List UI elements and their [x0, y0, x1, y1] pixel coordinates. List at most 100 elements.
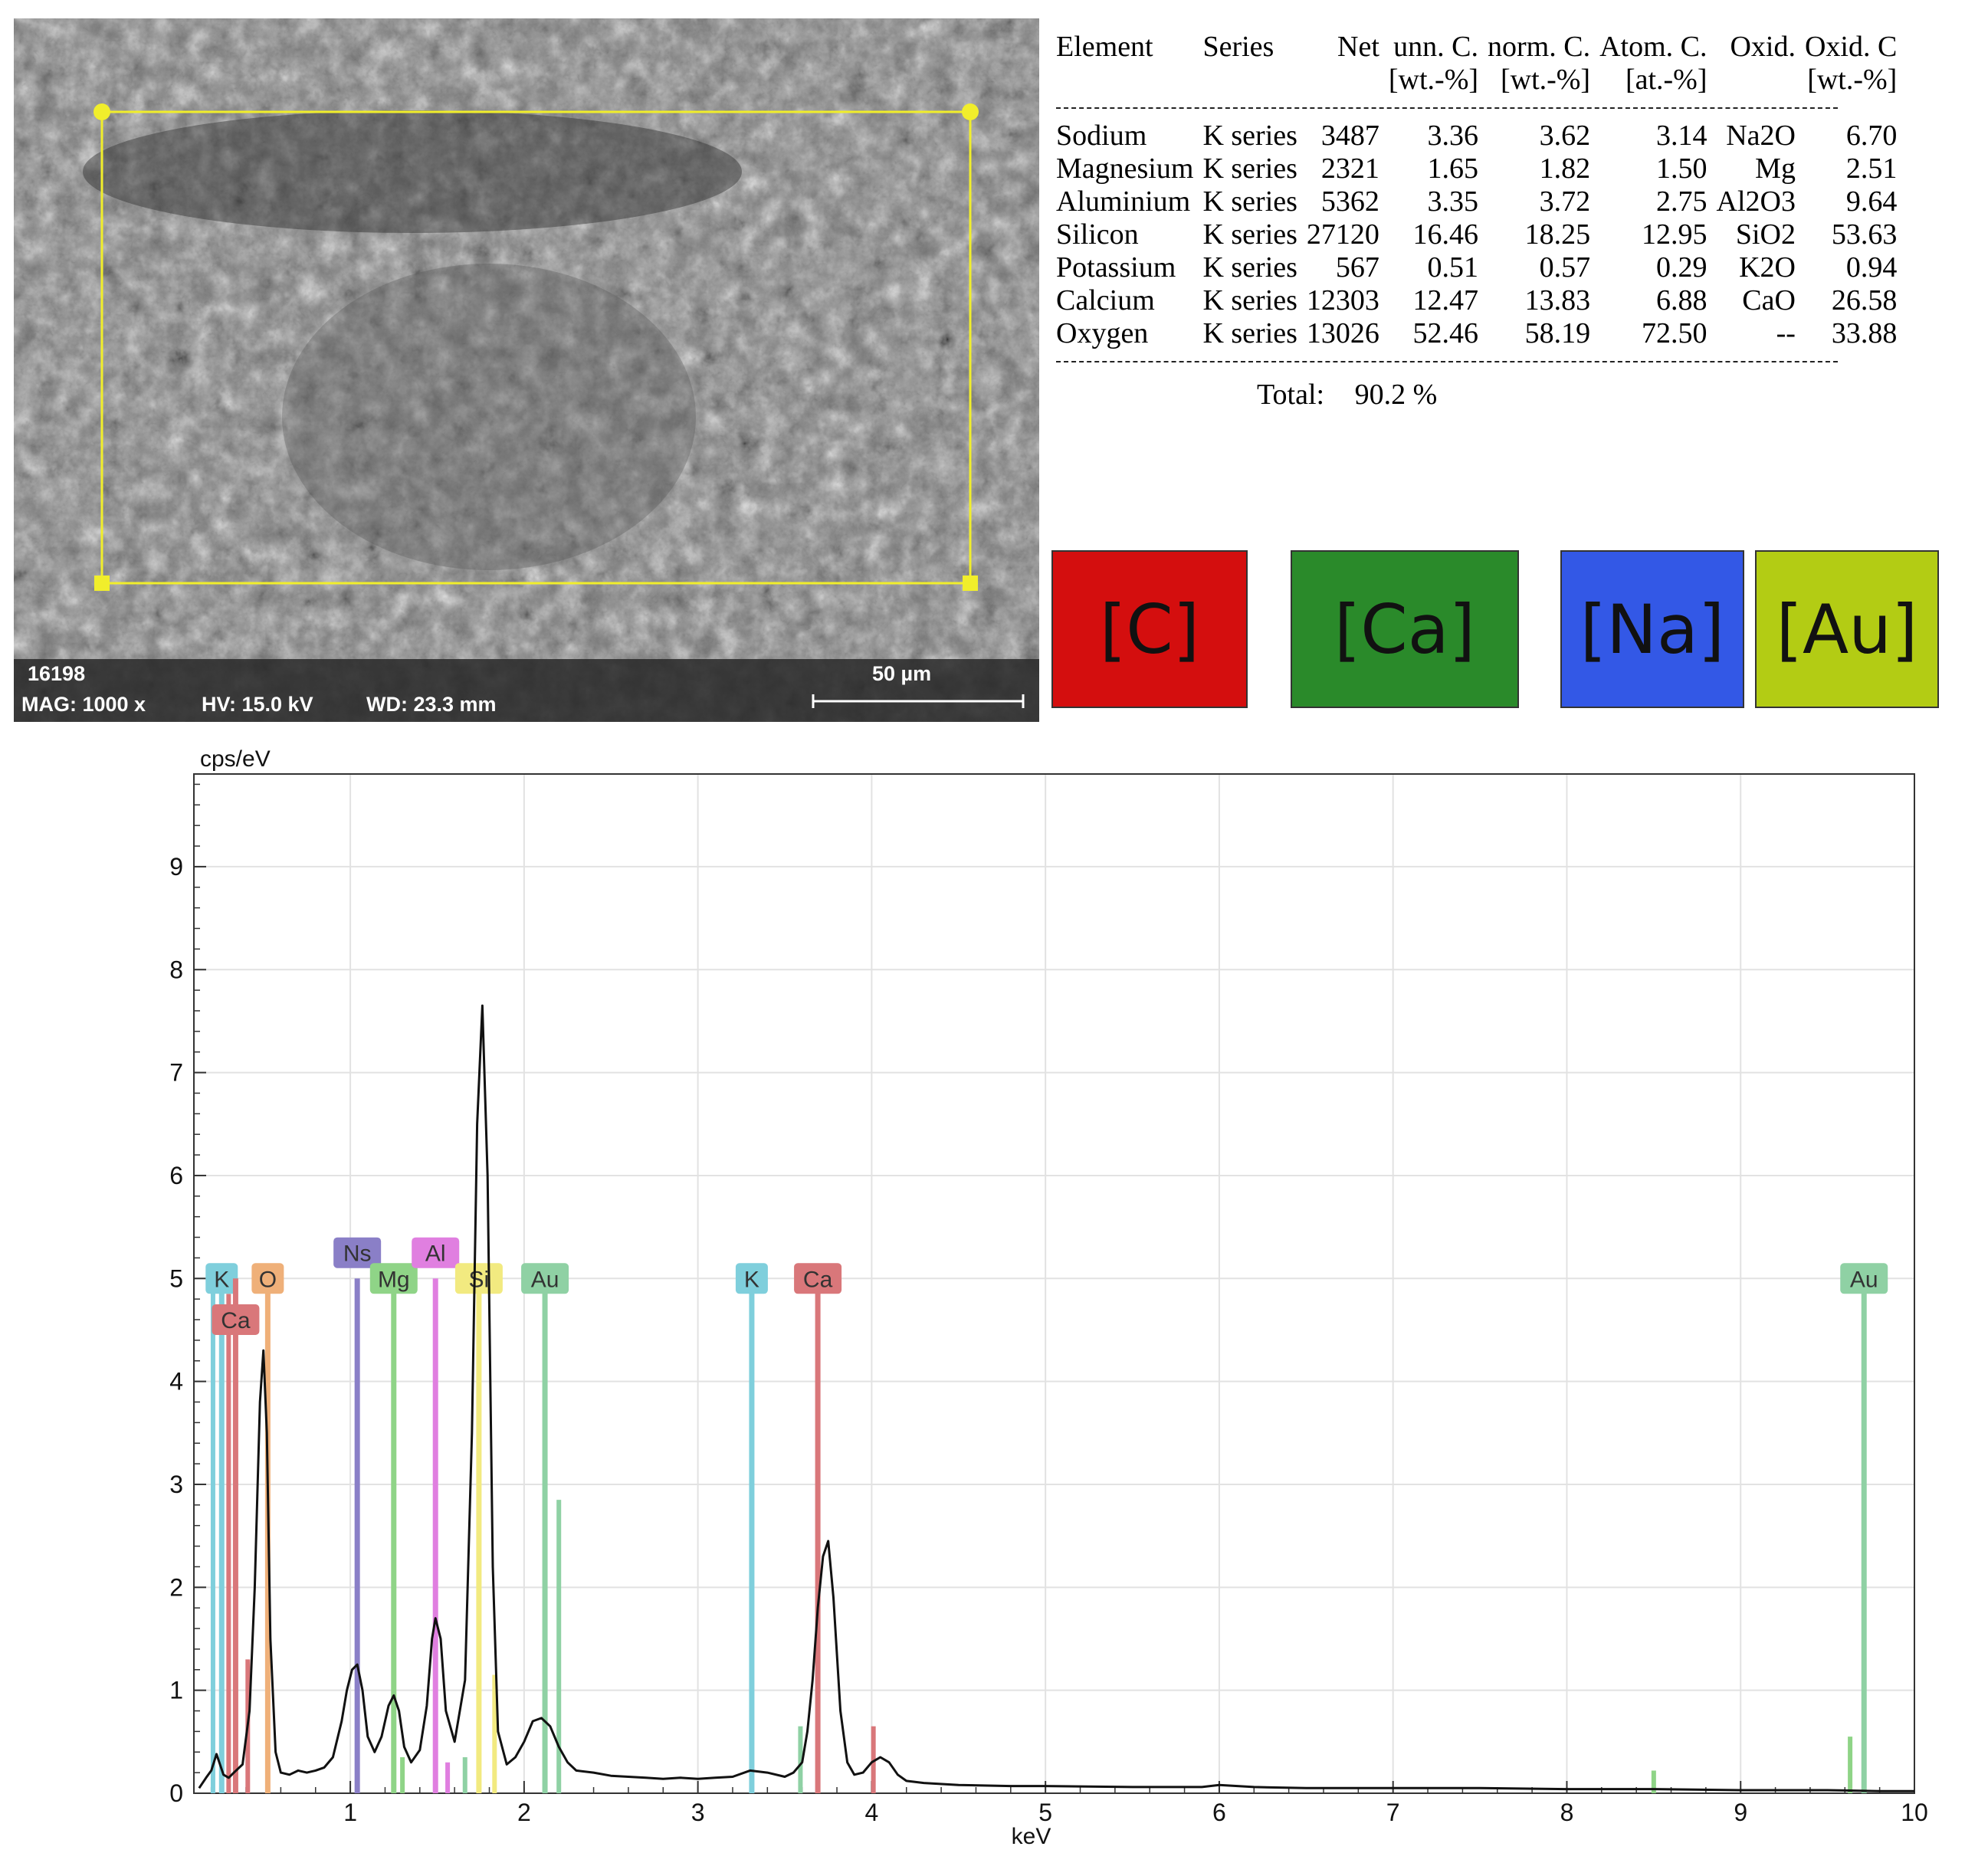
x-tick-label: 7: [1386, 1799, 1400, 1826]
element-marker-badge: [454, 1263, 503, 1294]
y-tick-label: 6: [169, 1162, 183, 1189]
table-cell: 6.88: [1656, 284, 1707, 316]
x-tick-label: 5: [1038, 1799, 1052, 1826]
element-map-na[interactable]: [Na]: [1560, 550, 1744, 708]
table-row: Silicon K series 27120 16.46 18.25 12.95 SiO2 5…: [1051, 218, 1901, 251]
results-units-row: [wt.-%] [wt.-%] [at.-%] [wt.-%]: [1051, 64, 1901, 97]
table-cell: Calcium: [1056, 284, 1155, 316]
table-cell: K2O: [1739, 251, 1796, 284]
table-cell: 0.51: [1427, 251, 1479, 284]
table-cell: SiO2: [1735, 218, 1796, 251]
table-cell: 567: [1335, 251, 1379, 284]
results-header-row: Element Series Net unn. C. norm. C. Atom…: [1051, 31, 1901, 64]
y-tick-label: 5: [169, 1264, 183, 1292]
table-cell: 3487: [1320, 120, 1379, 152]
x-tick-label: 2: [517, 1799, 531, 1826]
col-header: Oxid.: [1730, 31, 1796, 63]
table-cell: Sodium: [1056, 120, 1147, 152]
table-cell: 3.72: [1539, 185, 1591, 218]
central-crystal-region: [282, 264, 696, 570]
table-cell: Silicon: [1056, 218, 1139, 251]
element-marker-label: Si: [469, 1267, 490, 1292]
table-cell: 0.94: [1845, 251, 1898, 284]
table-cell: Oxygen: [1056, 317, 1149, 349]
table-row: Sodium K series 3487 3.36 3.62 3.14 Na2O 6.70: [1051, 120, 1901, 153]
divider: [1056, 107, 1838, 109]
element-marker-badge: [412, 1237, 460, 1268]
table-cell: Potassium: [1056, 251, 1176, 284]
element-marker-badge: [735, 1263, 768, 1294]
element-map-ca[interactable]: [Ca]: [1291, 550, 1519, 708]
y-tick-label: 0: [169, 1779, 183, 1807]
table-cell: 3.14: [1656, 120, 1707, 152]
y-tick-label: 8: [169, 956, 183, 983]
element-marker-badge: [212, 1304, 260, 1336]
divider: [1056, 361, 1838, 362]
table-cell: 0.29: [1656, 251, 1707, 284]
table-cell: 9.64: [1845, 185, 1898, 218]
element-marker-label: O: [259, 1267, 277, 1292]
table-cell: Mg: [1755, 153, 1796, 185]
table-cell: K series: [1202, 120, 1297, 152]
table-cell: 52.46: [1412, 317, 1479, 349]
col-header: norm. C.: [1488, 31, 1591, 63]
table-cell: 53.63: [1831, 218, 1898, 251]
total-label: Total:: [1257, 379, 1325, 411]
y-tick-label: 9: [169, 853, 183, 881]
selection-handle-tl[interactable]: [93, 103, 110, 120]
element-map-c[interactable]: [C]: [1051, 550, 1248, 708]
table-cell: 2321: [1320, 153, 1379, 185]
table-cell: 33.88: [1831, 317, 1898, 349]
element-map-label: [C]: [1099, 589, 1200, 669]
x-tick-label: 9: [1734, 1799, 1747, 1826]
selection-handle-tr[interactable]: [962, 103, 979, 120]
selection-rectangle[interactable]: [100, 110, 972, 585]
working-distance: WD: 23.3 mm: [366, 693, 497, 716]
table-cell: K series: [1202, 251, 1297, 284]
x-tick-label: 4: [864, 1799, 878, 1826]
col-unit: [wt.-%]: [1500, 64, 1591, 96]
selection-handle-bl[interactable]: [94, 576, 110, 591]
table-cell: K series: [1202, 317, 1297, 349]
table-row: Calcium K series 12303 12.47 13.83 6.88 CaO 26.…: [1051, 284, 1901, 317]
col-header: Series: [1202, 31, 1274, 63]
element-marker-label: Ca: [803, 1267, 833, 1292]
element-marker-badge: [205, 1263, 238, 1294]
table-cell: Na2O: [1726, 120, 1796, 152]
element-marker-badge: [1840, 1263, 1888, 1294]
magnification: MAG: 1000 x: [21, 693, 146, 716]
high-voltage: HV: 15.0 kV: [202, 693, 313, 716]
table-cell: 26.58: [1831, 284, 1898, 316]
table-row: Aluminium K series 5362 3.35 3.72 2.75 Al2O3 9.…: [1051, 185, 1901, 218]
col-header: unn. C.: [1393, 31, 1479, 63]
table-cell: 0.57: [1539, 251, 1591, 284]
x-tick-label: 1: [343, 1799, 357, 1826]
y-tick-label: 4: [169, 1368, 183, 1396]
quantification-results: Element Series Net unn. C. norm. C. Atom…: [1051, 31, 1956, 412]
x-tick-label: 8: [1560, 1799, 1574, 1826]
table-cell: 72.50: [1642, 317, 1707, 349]
y-tick-label: 3: [169, 1471, 183, 1498]
scale-bar: [812, 694, 1025, 708]
x-tick-label: 3: [691, 1799, 705, 1826]
table-cell: 12.95: [1642, 218, 1707, 251]
table-cell: Al2O3: [1716, 185, 1796, 218]
selection-handle-br[interactable]: [963, 576, 978, 591]
table-cell: 12303: [1306, 284, 1379, 316]
table-cell: 58.19: [1524, 317, 1591, 349]
element-map-au[interactable]: [Au]: [1755, 550, 1939, 708]
table-cell: 1.65: [1427, 153, 1479, 185]
table-cell: 3.62: [1539, 120, 1591, 152]
table-cell: 2.51: [1845, 153, 1898, 185]
x-tick-label: 10: [1901, 1799, 1928, 1826]
x-axis-label: keV: [1012, 1824, 1051, 1849]
table-cell: K series: [1202, 218, 1297, 251]
element-marker-label: Ca: [221, 1308, 251, 1333]
table-cell: K series: [1202, 185, 1297, 218]
table-cell: 1.50: [1656, 153, 1707, 185]
element-marker-label: Al: [425, 1241, 446, 1267]
sem-texture: [14, 18, 1039, 722]
table-cell: K series: [1202, 153, 1297, 185]
table-cell: Aluminium: [1056, 185, 1191, 218]
